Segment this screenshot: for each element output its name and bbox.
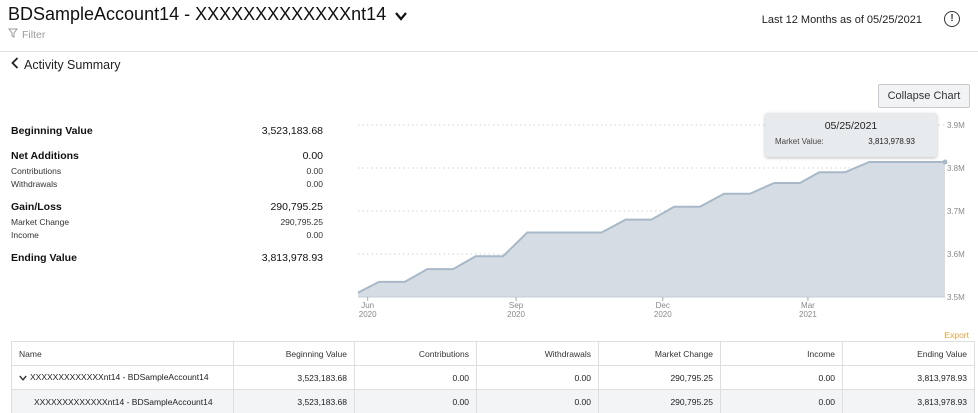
summary-value: 0.00 bbox=[306, 166, 323, 176]
summary-value: 0.00 bbox=[302, 150, 323, 162]
summary-value: 290,795.25 bbox=[280, 217, 323, 227]
chevron-left-icon bbox=[11, 57, 19, 72]
y-tick-label: 3.8M bbox=[947, 164, 965, 173]
market-value-chart-svg: 3.5M3.6M3.7M3.8M3.9M Jun2020Sep2020Dec20… bbox=[357, 121, 965, 319]
data-point-hover bbox=[942, 159, 948, 165]
chart-tooltip: 05/25/2021 Market Value: 3,813,978.93 bbox=[765, 113, 937, 157]
summary-row-beginning-value: Beginning Value 3,523,183.68 bbox=[11, 125, 326, 141]
account-title: BDSampleAccount14 - XXXXXXXXXXXXXnt14 bbox=[8, 4, 387, 24]
summary-label: Withdrawals bbox=[11, 179, 58, 189]
summary-value: 0.00 bbox=[306, 179, 323, 189]
summary-row-income: Income 0.00 bbox=[11, 230, 326, 243]
period-label: Last 12 Months as of 05/25/2021 bbox=[761, 14, 922, 26]
filter-icon bbox=[8, 28, 18, 41]
summary-label: Gain/Loss bbox=[11, 201, 62, 213]
alert-icon[interactable]: ! bbox=[944, 11, 960, 27]
summary-label: Beginning Value bbox=[11, 125, 93, 137]
summary-value: 3,523,183.68 bbox=[261, 125, 323, 137]
table-cell: 0.00 bbox=[720, 389, 843, 413]
table-cell: 3,813,978.93 bbox=[842, 365, 975, 390]
summary-label: Net Additions bbox=[11, 150, 79, 162]
page-header: BDSampleAccount14 - XXXXXXXXXXXXXnt14 Fi… bbox=[0, 0, 978, 52]
summary-row-market-change: Market Change 290,795.25 bbox=[11, 217, 326, 230]
y-tick-label: 3.7M bbox=[947, 207, 965, 216]
back-link[interactable]: Activity Summary bbox=[11, 57, 121, 72]
activity-table: Name Beginning Value Contributions Withd… bbox=[11, 341, 975, 413]
tooltip-value: 3,813,978.93 bbox=[868, 137, 915, 146]
table-cell: 3,523,183.68 bbox=[233, 389, 355, 413]
summary-value: 0.00 bbox=[306, 230, 323, 240]
column-header-name[interactable]: Name bbox=[11, 341, 234, 366]
column-header-contributions[interactable]: Contributions bbox=[354, 341, 477, 366]
table-cell: 3,523,183.68 bbox=[233, 365, 355, 390]
summary-row-ending-value: Ending Value 3,813,978.93 bbox=[11, 252, 326, 268]
table-row: XXXXXXXXXXXXXnt14 - BDSampleAccount14 3,… bbox=[11, 365, 975, 390]
summary-label: Ending Value bbox=[11, 252, 77, 264]
collapse-chart-button[interactable]: Collapse Chart bbox=[878, 84, 970, 108]
export-link[interactable]: Export bbox=[944, 330, 969, 340]
summary-value: 290,795.25 bbox=[270, 201, 323, 213]
summary-label: Market Change bbox=[11, 217, 70, 227]
column-header-beginning-value[interactable]: Beginning Value bbox=[233, 341, 355, 366]
series-area bbox=[358, 162, 945, 297]
summary-value: 3,813,978.93 bbox=[261, 252, 323, 264]
table-cell-name: XXXXXXXXXXXXXnt14 - BDSampleAccount14 bbox=[11, 389, 234, 413]
column-header-income[interactable]: Income bbox=[720, 341, 843, 366]
table-cell: 0.00 bbox=[476, 389, 599, 413]
table-cell: 290,795.25 bbox=[598, 389, 721, 413]
series-line bbox=[357, 161, 945, 294]
x-tick-label: 2020 bbox=[507, 310, 525, 319]
y-tick-label: 3.5M bbox=[947, 293, 965, 302]
chevron-down-icon[interactable] bbox=[19, 373, 27, 383]
x-tick-label: Mar bbox=[801, 301, 815, 310]
summary-label: Income bbox=[11, 230, 39, 240]
table-cell: 0.00 bbox=[720, 365, 843, 390]
table-cell: 0.00 bbox=[354, 389, 477, 413]
column-header-withdrawals[interactable]: Withdrawals bbox=[476, 341, 599, 366]
table-row: XXXXXXXXXXXXXnt14 - BDSampleAccount14 3,… bbox=[11, 389, 975, 413]
market-value-chart[interactable]: 3.5M 3.6M 3.7M 3.8M 3.9M Jun 2020 Sep 2020 Dec 20… bbox=[355, 112, 978, 324]
filter-button[interactable]: Filter bbox=[8, 28, 45, 41]
table-cell: 0.00 bbox=[354, 365, 477, 390]
column-header-ending-value[interactable]: Ending Value bbox=[842, 341, 975, 366]
table-cell: 3,813,978.93 bbox=[842, 389, 975, 413]
summary-label: Contributions bbox=[11, 166, 62, 176]
row-name: XXXXXXXXXXXXXnt14 - BDSampleAccount14 bbox=[30, 372, 209, 383]
summary-row-net-additions: Net Additions 0.00 bbox=[11, 150, 326, 166]
back-link-label: Activity Summary bbox=[24, 57, 121, 72]
x-tick-label: 2020 bbox=[359, 310, 377, 319]
table-cell: 290,795.25 bbox=[598, 365, 721, 390]
tooltip-date: 05/25/2021 bbox=[824, 120, 878, 132]
tooltip-label: Market Value: bbox=[775, 137, 824, 146]
chevron-down-icon[interactable] bbox=[395, 5, 408, 26]
x-tick-label: Dec bbox=[656, 301, 670, 310]
summary-row-contributions: Contributions 0.00 bbox=[11, 166, 326, 179]
table-cell: 0.00 bbox=[476, 365, 599, 390]
x-tick-label: Sep bbox=[509, 301, 524, 310]
x-tick-label: 2020 bbox=[654, 310, 672, 319]
account-selector[interactable]: BDSampleAccount14 - XXXXXXXXXXXXXnt14 bbox=[8, 4, 408, 26]
row-name: XXXXXXXXXXXXXnt14 - BDSampleAccount14 bbox=[34, 396, 213, 407]
x-tick-label: Jun bbox=[361, 301, 374, 310]
activity-summary-panel: Beginning Value 3,523,183.68 Net Additio… bbox=[11, 125, 326, 268]
y-tick-label: 3.6M bbox=[947, 250, 965, 259]
column-header-market-change[interactable]: Market Change bbox=[598, 341, 721, 366]
summary-row-withdrawals: Withdrawals 0.00 bbox=[11, 179, 326, 192]
summary-row-gain-loss: Gain/Loss 290,795.25 bbox=[11, 201, 326, 217]
table-header-row: Name Beginning Value Contributions Withd… bbox=[11, 341, 975, 366]
x-tick-label: 2021 bbox=[799, 310, 817, 319]
filter-label: Filter bbox=[22, 28, 46, 41]
y-tick-label: 3.9M bbox=[947, 121, 965, 130]
table-cell-name: XXXXXXXXXXXXXnt14 - BDSampleAccount14 bbox=[11, 365, 234, 390]
